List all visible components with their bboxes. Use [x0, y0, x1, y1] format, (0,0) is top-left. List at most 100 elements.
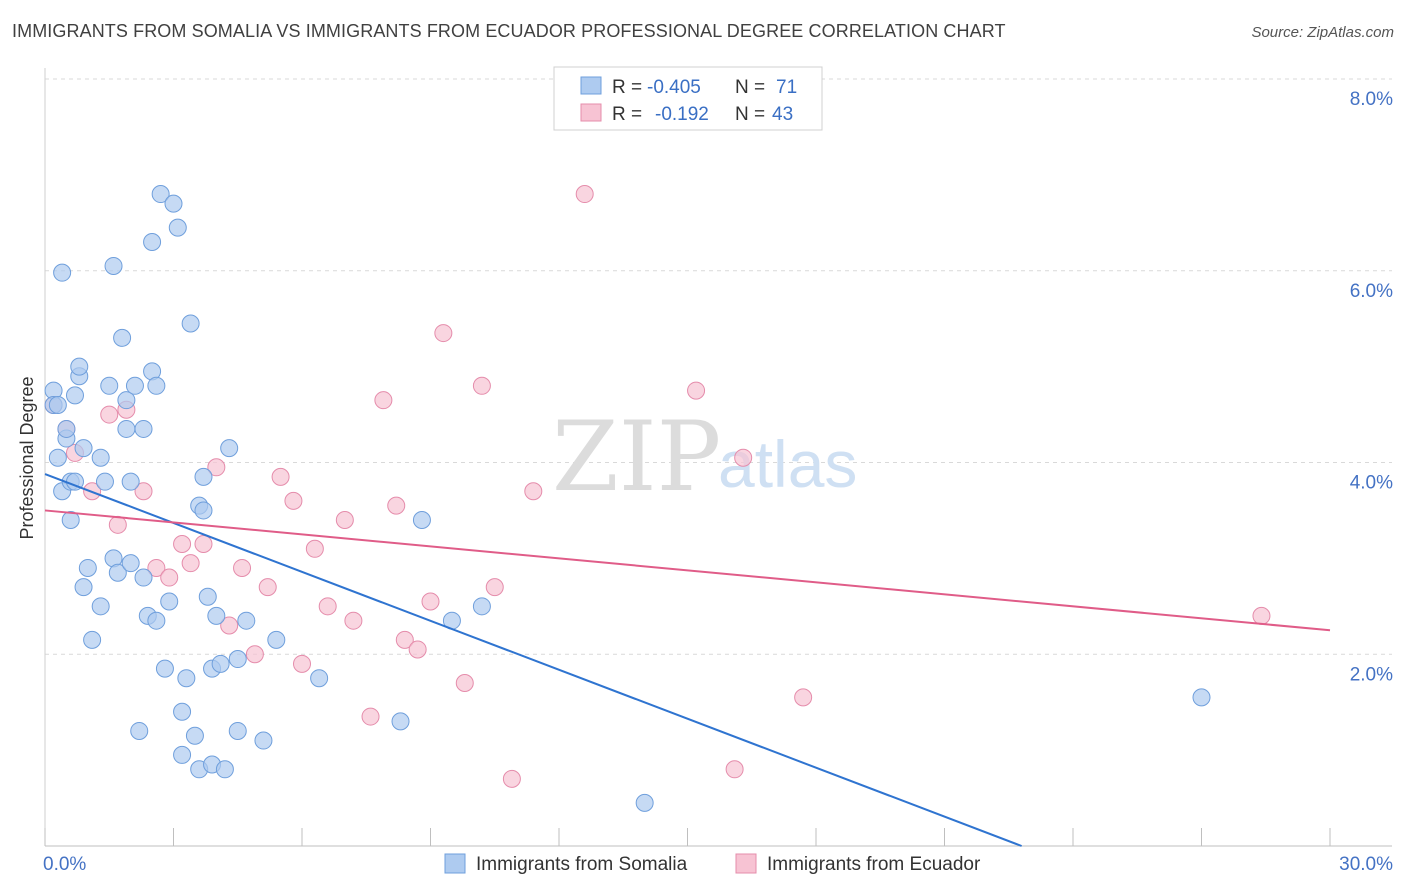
somalia-point: [472, 597, 491, 616]
ecuador-n-label: N =: [735, 104, 765, 125]
somalia-point: [207, 606, 226, 625]
somalia-points: [44, 185, 1211, 812]
ecuador-point: [284, 491, 303, 510]
somalia-point: [177, 669, 196, 688]
somalia-point: [310, 669, 329, 688]
somalia-point: [173, 702, 192, 721]
somalia-point: [194, 467, 213, 486]
somalia-point: [228, 721, 247, 740]
ecuador-point: [335, 511, 354, 530]
ecuador-point: [575, 185, 594, 204]
ecuador-point: [305, 539, 324, 558]
y-tick-label: 8.0%: [1350, 89, 1393, 110]
somalia-point: [48, 448, 67, 467]
somalia-n-value: 71: [776, 77, 797, 98]
somalia-point: [228, 650, 247, 669]
ecuador-point: [207, 458, 226, 477]
ecuador-point: [434, 324, 453, 343]
somalia-point: [91, 597, 110, 616]
somalia-point: [78, 558, 97, 577]
somalia-point: [100, 376, 119, 395]
ecuador-point: [734, 448, 753, 467]
ecuador-point: [147, 558, 166, 577]
x-tick-label: 0.0%: [43, 854, 86, 875]
trend-lines: [44, 473, 1331, 847]
ecuador-point: [687, 381, 706, 400]
ecuador-point: [374, 391, 393, 410]
somalia-point: [125, 376, 144, 395]
axes: 2.0% 4.0% 6.0% 8.0% 0.0% 30.0%: [43, 68, 1393, 875]
ecuador-point: [421, 592, 440, 611]
somalia-point: [61, 511, 80, 530]
somalia-point: [155, 659, 174, 678]
somalia-point: [104, 256, 123, 275]
ecuador-point: [344, 611, 363, 630]
somalia-point: [151, 185, 170, 204]
somalia-point: [113, 328, 132, 347]
y-tick-label: 4.0%: [1350, 473, 1393, 494]
ecuador-point: [258, 578, 277, 597]
watermark: ZIP atlas: [552, 401, 857, 513]
somalia-swatch: [580, 76, 602, 95]
somalia-point: [1192, 688, 1211, 707]
series-legend: Immigrants from Somalia Immigrants from …: [444, 853, 981, 875]
somalia-point: [164, 194, 183, 213]
somalia-point: [108, 563, 127, 582]
ecuador-point: [173, 534, 192, 553]
somalia-point: [83, 630, 102, 649]
somalia-point: [74, 578, 93, 597]
ecuador-point: [502, 769, 521, 788]
somalia-point: [173, 745, 192, 764]
ecuador-point: [194, 534, 213, 553]
ecuador-point: [271, 467, 290, 486]
somalia-point: [134, 568, 153, 587]
somalia-point: [198, 587, 217, 606]
ecuador-point: [181, 554, 200, 573]
ecuador-point: [408, 640, 427, 659]
somalia-trend-line: [44, 473, 1022, 847]
ecuador-point: [725, 760, 744, 779]
ecuador-point: [220, 616, 239, 635]
somalia-n-label: N =: [735, 77, 765, 98]
somalia-point: [391, 712, 410, 731]
legend-ecuador-swatch: [735, 853, 757, 874]
legend-ecuador-label: Immigrants from Ecuador: [767, 854, 981, 875]
ecuador-point: [1252, 606, 1271, 625]
source-label: Source: ZipAtlas.com: [1251, 24, 1394, 41]
somalia-point: [70, 357, 89, 376]
y-axis-title: Professional Degree: [17, 376, 37, 539]
somalia-point: [48, 395, 67, 414]
somalia-point: [121, 554, 140, 573]
somalia-point: [143, 232, 162, 251]
somalia-point: [147, 611, 166, 630]
somalia-point: [57, 419, 76, 438]
ecuador-point: [794, 688, 813, 707]
ecuador-swatch: [580, 103, 602, 122]
ecuador-point: [361, 707, 380, 726]
stats-legend: R = -0.405 N = 71 R = -0.192 N = 43: [553, 66, 823, 131]
ecuador-point: [472, 376, 491, 395]
somalia-r-label: R =: [612, 77, 642, 98]
ecuador-point: [108, 515, 127, 534]
somalia-point: [91, 448, 110, 467]
chart-title: IMMIGRANTS FROM SOMALIA VS IMMIGRANTS FR…: [12, 21, 1006, 41]
somalia-point: [117, 391, 136, 410]
ecuador-point: [395, 630, 414, 649]
somalia-point: [65, 386, 84, 405]
x-tick-label: 30.0%: [1339, 854, 1393, 875]
somalia-point: [267, 630, 286, 649]
ecuador-point: [318, 597, 337, 616]
legend-somalia-swatch: [444, 853, 466, 874]
somalia-point: [237, 611, 256, 630]
ecuador-point: [160, 568, 179, 587]
somalia-point: [160, 592, 179, 611]
somalia-point: [95, 472, 114, 491]
somalia-point: [185, 726, 204, 745]
ecuador-trend-line: [44, 509, 1331, 632]
somalia-point: [211, 654, 230, 673]
somalia-point: [220, 439, 239, 458]
ecuador-point: [233, 558, 252, 577]
somalia-point: [53, 263, 72, 282]
somalia-point: [254, 731, 273, 750]
